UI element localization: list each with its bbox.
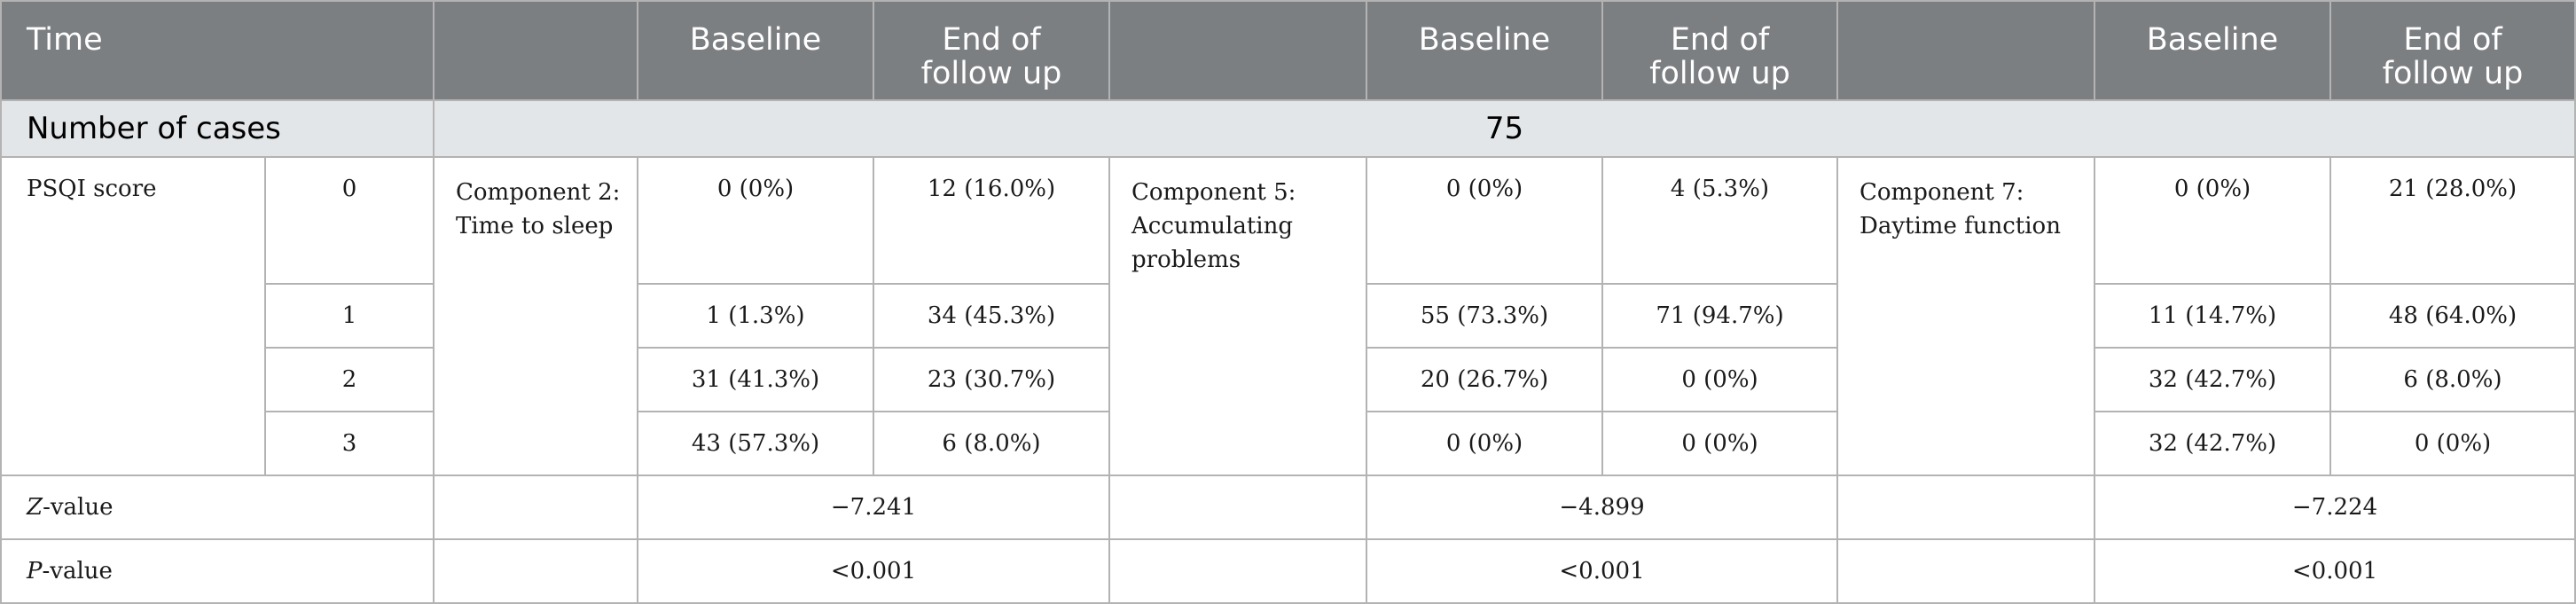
header-end-2-line1: End of xyxy=(1670,22,1770,58)
header-end-3-line1: End of xyxy=(2403,22,2502,58)
component-5-label: Component 5: Accumulating problems xyxy=(1108,156,1367,476)
header-blank-2 xyxy=(1108,0,1367,101)
table-row: 3 43 (57.3%) 6 (8.0%) 0 (0%) 0 (0%) 32 (… xyxy=(1,411,2576,476)
spacer-cell xyxy=(1108,475,1367,540)
score-cell: 0 xyxy=(264,156,435,285)
z-value-1: −7.241 xyxy=(637,475,1110,540)
data-cell: 4 (5.3%) xyxy=(1601,156,1838,285)
table-row: 2 31 (41.3%) 23 (30.7%) 20 (26.7%) 0 (0%… xyxy=(1,347,2576,412)
header-end-3-line2: follow up xyxy=(2382,56,2524,91)
header-row: Time Baseline End of follow up Baseline E… xyxy=(0,0,2576,101)
data-cell: 0 (0%) xyxy=(1366,411,1603,476)
data-cell: 12 (16.0%) xyxy=(873,156,1110,285)
p-value-2: <0.001 xyxy=(1366,538,1838,604)
header-baseline-1: Baseline xyxy=(637,0,874,101)
p-value-1: <0.001 xyxy=(637,538,1110,604)
data-cell: 0 (0%) xyxy=(1601,347,1838,412)
spacer-cell xyxy=(1836,475,2095,540)
spacer-cell xyxy=(1836,538,2095,604)
header-time: Time xyxy=(0,0,435,101)
data-cell: 34 (45.3%) xyxy=(873,283,1110,349)
data-cell: 32 (42.7%) xyxy=(2094,411,2331,476)
p-value-3: <0.001 xyxy=(2094,538,2576,604)
data-cell: 32 (42.7%) xyxy=(2094,347,2331,412)
spacer-cell xyxy=(433,475,638,540)
table-row: 1 1 (1.3%) 34 (45.3%) 55 (73.3%) 71 (94.… xyxy=(1,283,2576,349)
psqi-score-label: PSQI score xyxy=(0,156,266,476)
z-value-3: −7.224 xyxy=(2094,475,2576,540)
data-cell: 0 (0%) xyxy=(2094,156,2331,285)
data-cell: 1 (1.3%) xyxy=(637,283,874,349)
data-cell: 0 (0%) xyxy=(1601,411,1838,476)
data-cell: 21 (28.0%) xyxy=(2329,156,2576,285)
data-cell: 71 (94.7%) xyxy=(1601,283,1838,349)
cases-row: Number of cases 75 xyxy=(0,99,2576,158)
p-value-row: P-value <0.001 <0.001 <0.001 xyxy=(0,538,2576,604)
z-value-row: Z-value −7.241 −4.899 −7.224 xyxy=(0,475,2576,540)
header-end-2: End of follow up xyxy=(1601,0,1838,101)
data-cell: 0 (0%) xyxy=(1366,156,1603,285)
cases-value: 75 xyxy=(433,99,2576,158)
spacer-cell xyxy=(433,538,638,604)
header-end-2-line2: follow up xyxy=(1649,56,1790,91)
data-cell: 6 (8.0%) xyxy=(2329,347,2576,412)
cases-label: Number of cases xyxy=(0,99,435,158)
data-cell: 6 (8.0%) xyxy=(873,411,1110,476)
spacer-cell xyxy=(1108,538,1367,604)
score-cell: 1 xyxy=(264,283,435,349)
data-cell: 55 (73.3%) xyxy=(1366,283,1603,349)
header-end-3: End of follow up xyxy=(2329,0,2576,101)
data-cell: 43 (57.3%) xyxy=(637,411,874,476)
score-cell: 3 xyxy=(264,411,435,476)
data-cell: 48 (64.0%) xyxy=(2329,283,2576,349)
data-cell: 0 (0%) xyxy=(637,156,874,285)
header-end-1-line1: End of xyxy=(942,22,1041,58)
data-cell: 23 (30.7%) xyxy=(873,347,1110,412)
component-2-label: Component 2: Time to sleep xyxy=(433,156,638,476)
header-blank-3 xyxy=(1836,0,2095,101)
data-cell: 0 (0%) xyxy=(2329,411,2576,476)
z-value-2: −4.899 xyxy=(1366,475,1838,540)
component-7-label: Component 7: Daytime function xyxy=(1836,156,2095,476)
data-cell: 11 (14.7%) xyxy=(2094,283,2331,349)
header-baseline-2: Baseline xyxy=(1366,0,1603,101)
header-end-1-line2: follow up xyxy=(920,56,1062,91)
header-blank-1 xyxy=(433,0,638,101)
p-value-label: P-value xyxy=(0,538,435,604)
table-row: PSQI score 0 Component 2: Time to sleep 0… xyxy=(0,156,2576,476)
data-cell: 31 (41.3%) xyxy=(637,347,874,412)
score-cell: 2 xyxy=(264,347,435,412)
header-end-1: End of follow up xyxy=(873,0,1110,101)
data-cell: 20 (26.7%) xyxy=(1366,347,1603,412)
z-value-label: Z-value xyxy=(0,475,435,540)
header-baseline-3: Baseline xyxy=(2094,0,2331,101)
